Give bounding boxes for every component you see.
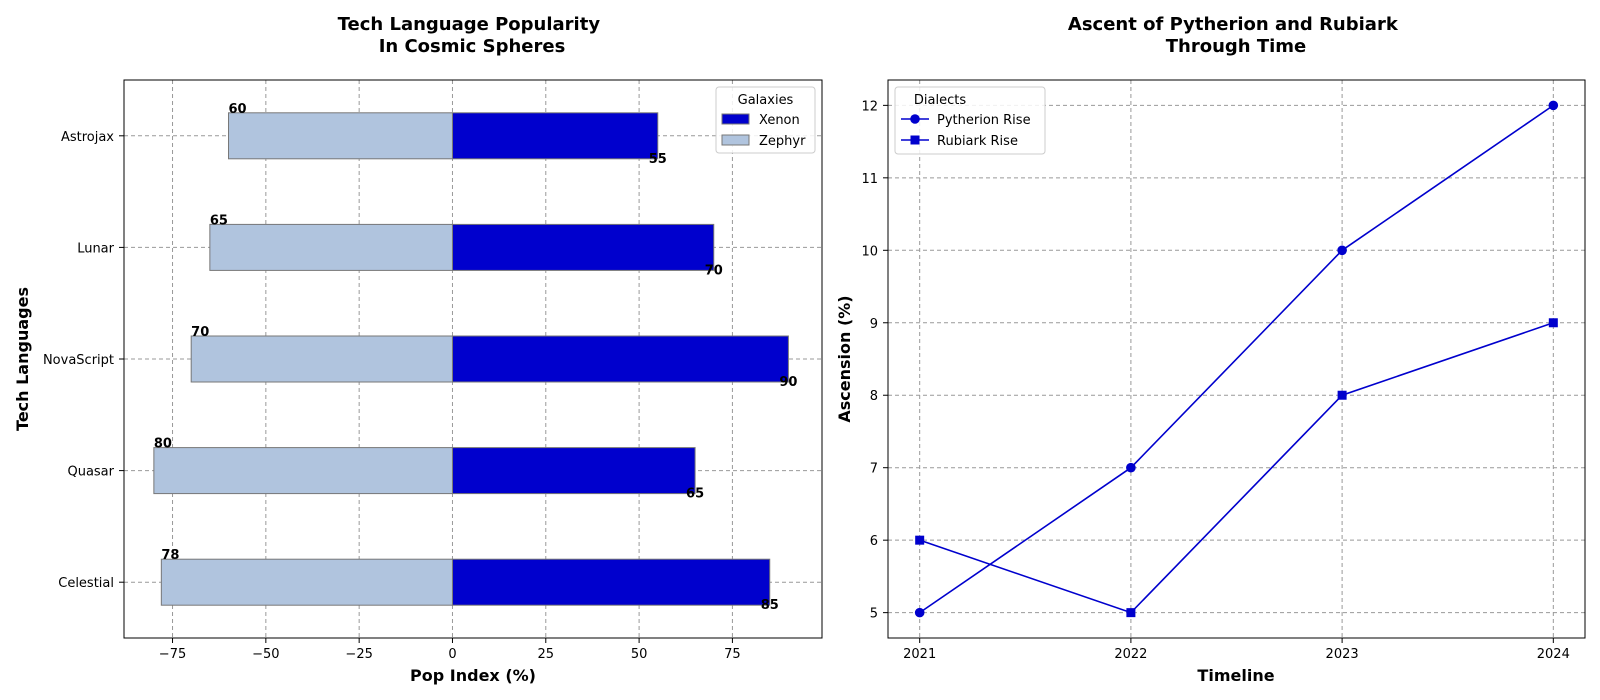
data-label-zephyr-astrojax: 60: [229, 102, 247, 117]
bar-chart-x-tick-label: −50: [252, 647, 279, 662]
line-chart-x-tick-label: 2024: [1537, 647, 1570, 662]
bar-chart-x-tick-label: 75: [724, 647, 741, 662]
data-label-zephyr-celestial: 78: [161, 548, 179, 563]
bar-chart-title-line-2: In Cosmic Spheres: [379, 36, 566, 57]
point-rubiark-rise-2023: [1337, 390, 1347, 400]
bar-chart-data-labels: 85 65 90 70 55 78 80 70 65 60: [154, 102, 798, 613]
data-label-xenon-celestial: 85: [761, 598, 779, 613]
bar-xenon-novascript: [451, 335, 789, 383]
point-rubiark-rise-2021: [915, 535, 925, 545]
bar-chart-y-ticks: Celestial Quasar NovaScript Lunar Astrojax: [43, 130, 124, 591]
bar-chart-x-axis-label: Pop Index (%): [410, 666, 536, 685]
legend-marker-pytherion-rise: [910, 114, 920, 124]
line-chart-series: [914, 100, 1559, 618]
line-chart-y-tick-label: 11: [861, 172, 878, 187]
bar-chart-y-tick-label-quasar: Quasar: [67, 465, 114, 480]
legend-swatch-xenon: [721, 113, 750, 125]
bar-xenon-celestial: [451, 558, 771, 606]
bar-chart-title-line-1: Tech Language Popularity: [338, 14, 601, 35]
bar-chart-legend-title: Galaxies: [738, 93, 794, 108]
bar-chart-bars: [153, 112, 789, 606]
bar-chart-y-tick-label-lunar: Lunar: [77, 241, 114, 256]
bar-xenon-astrojax: [451, 112, 659, 160]
line-chart-y-ticks: 5 6 7 8 9 10 11 12: [861, 99, 888, 622]
data-label-zephyr-lunar: 65: [210, 213, 228, 228]
data-label-xenon-astrojax: 55: [649, 152, 667, 167]
point-rubiark-rise-2024: [1548, 318, 1558, 328]
bar-chart: Tech Language Popularity In Cosmic Spher…: [13, 14, 823, 685]
line-chart-x-ticks: 2021 2022 2023 2024: [903, 638, 1570, 662]
legend-marker-rubiark-rise: [910, 135, 920, 145]
point-pytherion-rise-2023: [1337, 245, 1347, 256]
legend-entry-zephyr: Zephyr: [759, 134, 806, 149]
line-chart-y-tick-label: 6: [870, 534, 878, 549]
data-label-xenon-novascript: 90: [779, 375, 797, 390]
bar-zephyr-astrojax: [228, 112, 453, 160]
bar-chart-x-tick-label: −75: [159, 647, 186, 662]
line-chart-y-tick-label: 9: [870, 317, 878, 332]
series-line-rubiark-rise: [919, 322, 1554, 614]
point-rubiark-rise-2022: [1126, 608, 1136, 618]
point-pytherion-rise-2022: [1126, 462, 1136, 473]
line-chart-x-tick-label: 2022: [1114, 647, 1147, 662]
bar-xenon-quasar: [451, 447, 696, 495]
bar-chart-y-tick-label-astrojax: Astrojax: [61, 130, 114, 145]
bar-chart-y-tick-label-novascript: NovaScript: [43, 353, 114, 368]
line-chart-title: Ascent of Pytherion and Rubiark Through …: [1068, 14, 1404, 57]
bar-chart-title: Tech Language Popularity In Cosmic Spher…: [338, 14, 607, 57]
point-pytherion-rise-2024: [1548, 100, 1559, 111]
bar-chart-x-tick-label: −25: [345, 647, 372, 662]
bar-zephyr-quasar: [153, 447, 453, 495]
line-chart-y-tick-label: 8: [870, 389, 878, 404]
line-chart-title-line-1: Ascent of Pytherion and Rubiark: [1068, 14, 1399, 35]
bar-chart-x-ticks: −75 −50 −25 0 25 50 75: [159, 638, 741, 662]
bar-chart-x-tick-label: 50: [631, 647, 648, 662]
data-label-zephyr-novascript: 70: [191, 325, 209, 340]
line-chart-legend[interactable]: Dialects Pytherion Rise Rubiark Rise: [894, 86, 1046, 155]
legend-entry-pytherion-rise: Pytherion Rise: [937, 113, 1031, 128]
data-label-xenon-lunar: 70: [705, 263, 723, 278]
legend-entry-rubiark-rise: Rubiark Rise: [937, 134, 1018, 149]
line-chart-y-tick-label: 7: [870, 462, 878, 477]
bar-zephyr-novascript: [190, 335, 453, 383]
line-chart-y-tick-label: 10: [861, 244, 878, 259]
line-chart-legend-box: [894, 86, 1046, 155]
line-chart-frame: [887, 79, 1586, 639]
series-line-pytherion-rise: [919, 104, 1554, 614]
bar-chart-x-tick-label: 25: [538, 647, 555, 662]
line-chart-y-tick-label: 5: [870, 607, 878, 622]
bar-chart-legend[interactable]: Galaxies Xenon Zephyr: [715, 86, 816, 154]
legend-swatch-zephyr: [721, 134, 750, 146]
line-chart-title-line-2: Through Time: [1166, 36, 1307, 57]
line-chart-y-axis-label: Ascension (%): [835, 295, 854, 422]
bar-chart-y-axis-label: Tech Languages: [13, 287, 32, 431]
bar-chart-y-tick-label-celestial: Celestial: [58, 576, 114, 591]
bar-zephyr-lunar: [209, 223, 453, 271]
line-chart-y-tick-label: 12: [861, 99, 878, 114]
bar-xenon-lunar: [451, 223, 715, 271]
legend-entry-xenon: Xenon: [759, 113, 800, 128]
line-chart-legend-title: Dialects: [914, 93, 966, 108]
line-chart-x-tick-label: 2021: [903, 647, 936, 662]
bar-zephyr-celestial: [160, 558, 453, 606]
bar-chart-x-tick-label: 0: [448, 647, 456, 662]
line-chart-x-tick-label: 2023: [1326, 647, 1359, 662]
line-chart-x-axis-label: Timeline: [1197, 666, 1274, 685]
data-label-zephyr-quasar: 80: [154, 437, 172, 452]
data-label-xenon-quasar: 65: [686, 487, 704, 502]
point-pytherion-rise-2021: [914, 607, 925, 618]
line-chart: Ascent of Pytherion and Rubiark Through …: [835, 14, 1586, 685]
line-chart-grid: [888, 80, 1585, 638]
